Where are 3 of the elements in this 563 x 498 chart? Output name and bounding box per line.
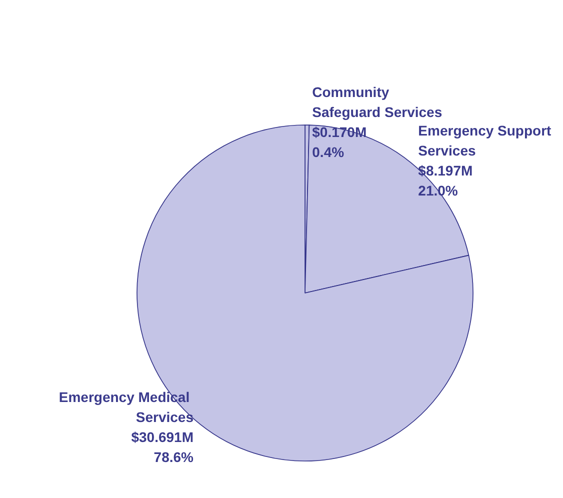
slice-label: Community Safeguard Services (312, 84, 442, 120)
slice-label: Emergency Support Services (418, 122, 556, 159)
data-label: $30.691M 78.6% (131, 428, 194, 465)
